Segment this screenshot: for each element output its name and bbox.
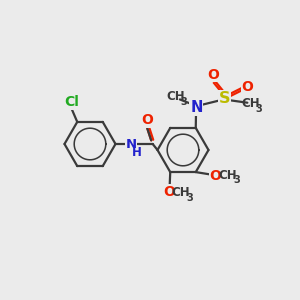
- Text: O: O: [141, 113, 153, 127]
- Text: S: S: [219, 91, 231, 106]
- Text: H: H: [132, 146, 141, 159]
- Text: 3: 3: [233, 176, 240, 185]
- Text: CH: CH: [172, 186, 190, 199]
- Text: 3: 3: [180, 97, 187, 106]
- Text: 3: 3: [255, 104, 262, 114]
- Text: CH: CH: [218, 169, 237, 182]
- Text: N: N: [190, 100, 202, 115]
- Text: CH: CH: [166, 90, 185, 103]
- Text: N: N: [125, 137, 137, 151]
- Text: O: O: [209, 169, 221, 183]
- Text: O: O: [242, 80, 254, 94]
- Text: Cl: Cl: [64, 95, 79, 110]
- Text: O: O: [208, 68, 219, 82]
- Text: CH: CH: [241, 98, 260, 110]
- Text: O: O: [164, 184, 176, 199]
- Text: 3: 3: [186, 193, 193, 202]
